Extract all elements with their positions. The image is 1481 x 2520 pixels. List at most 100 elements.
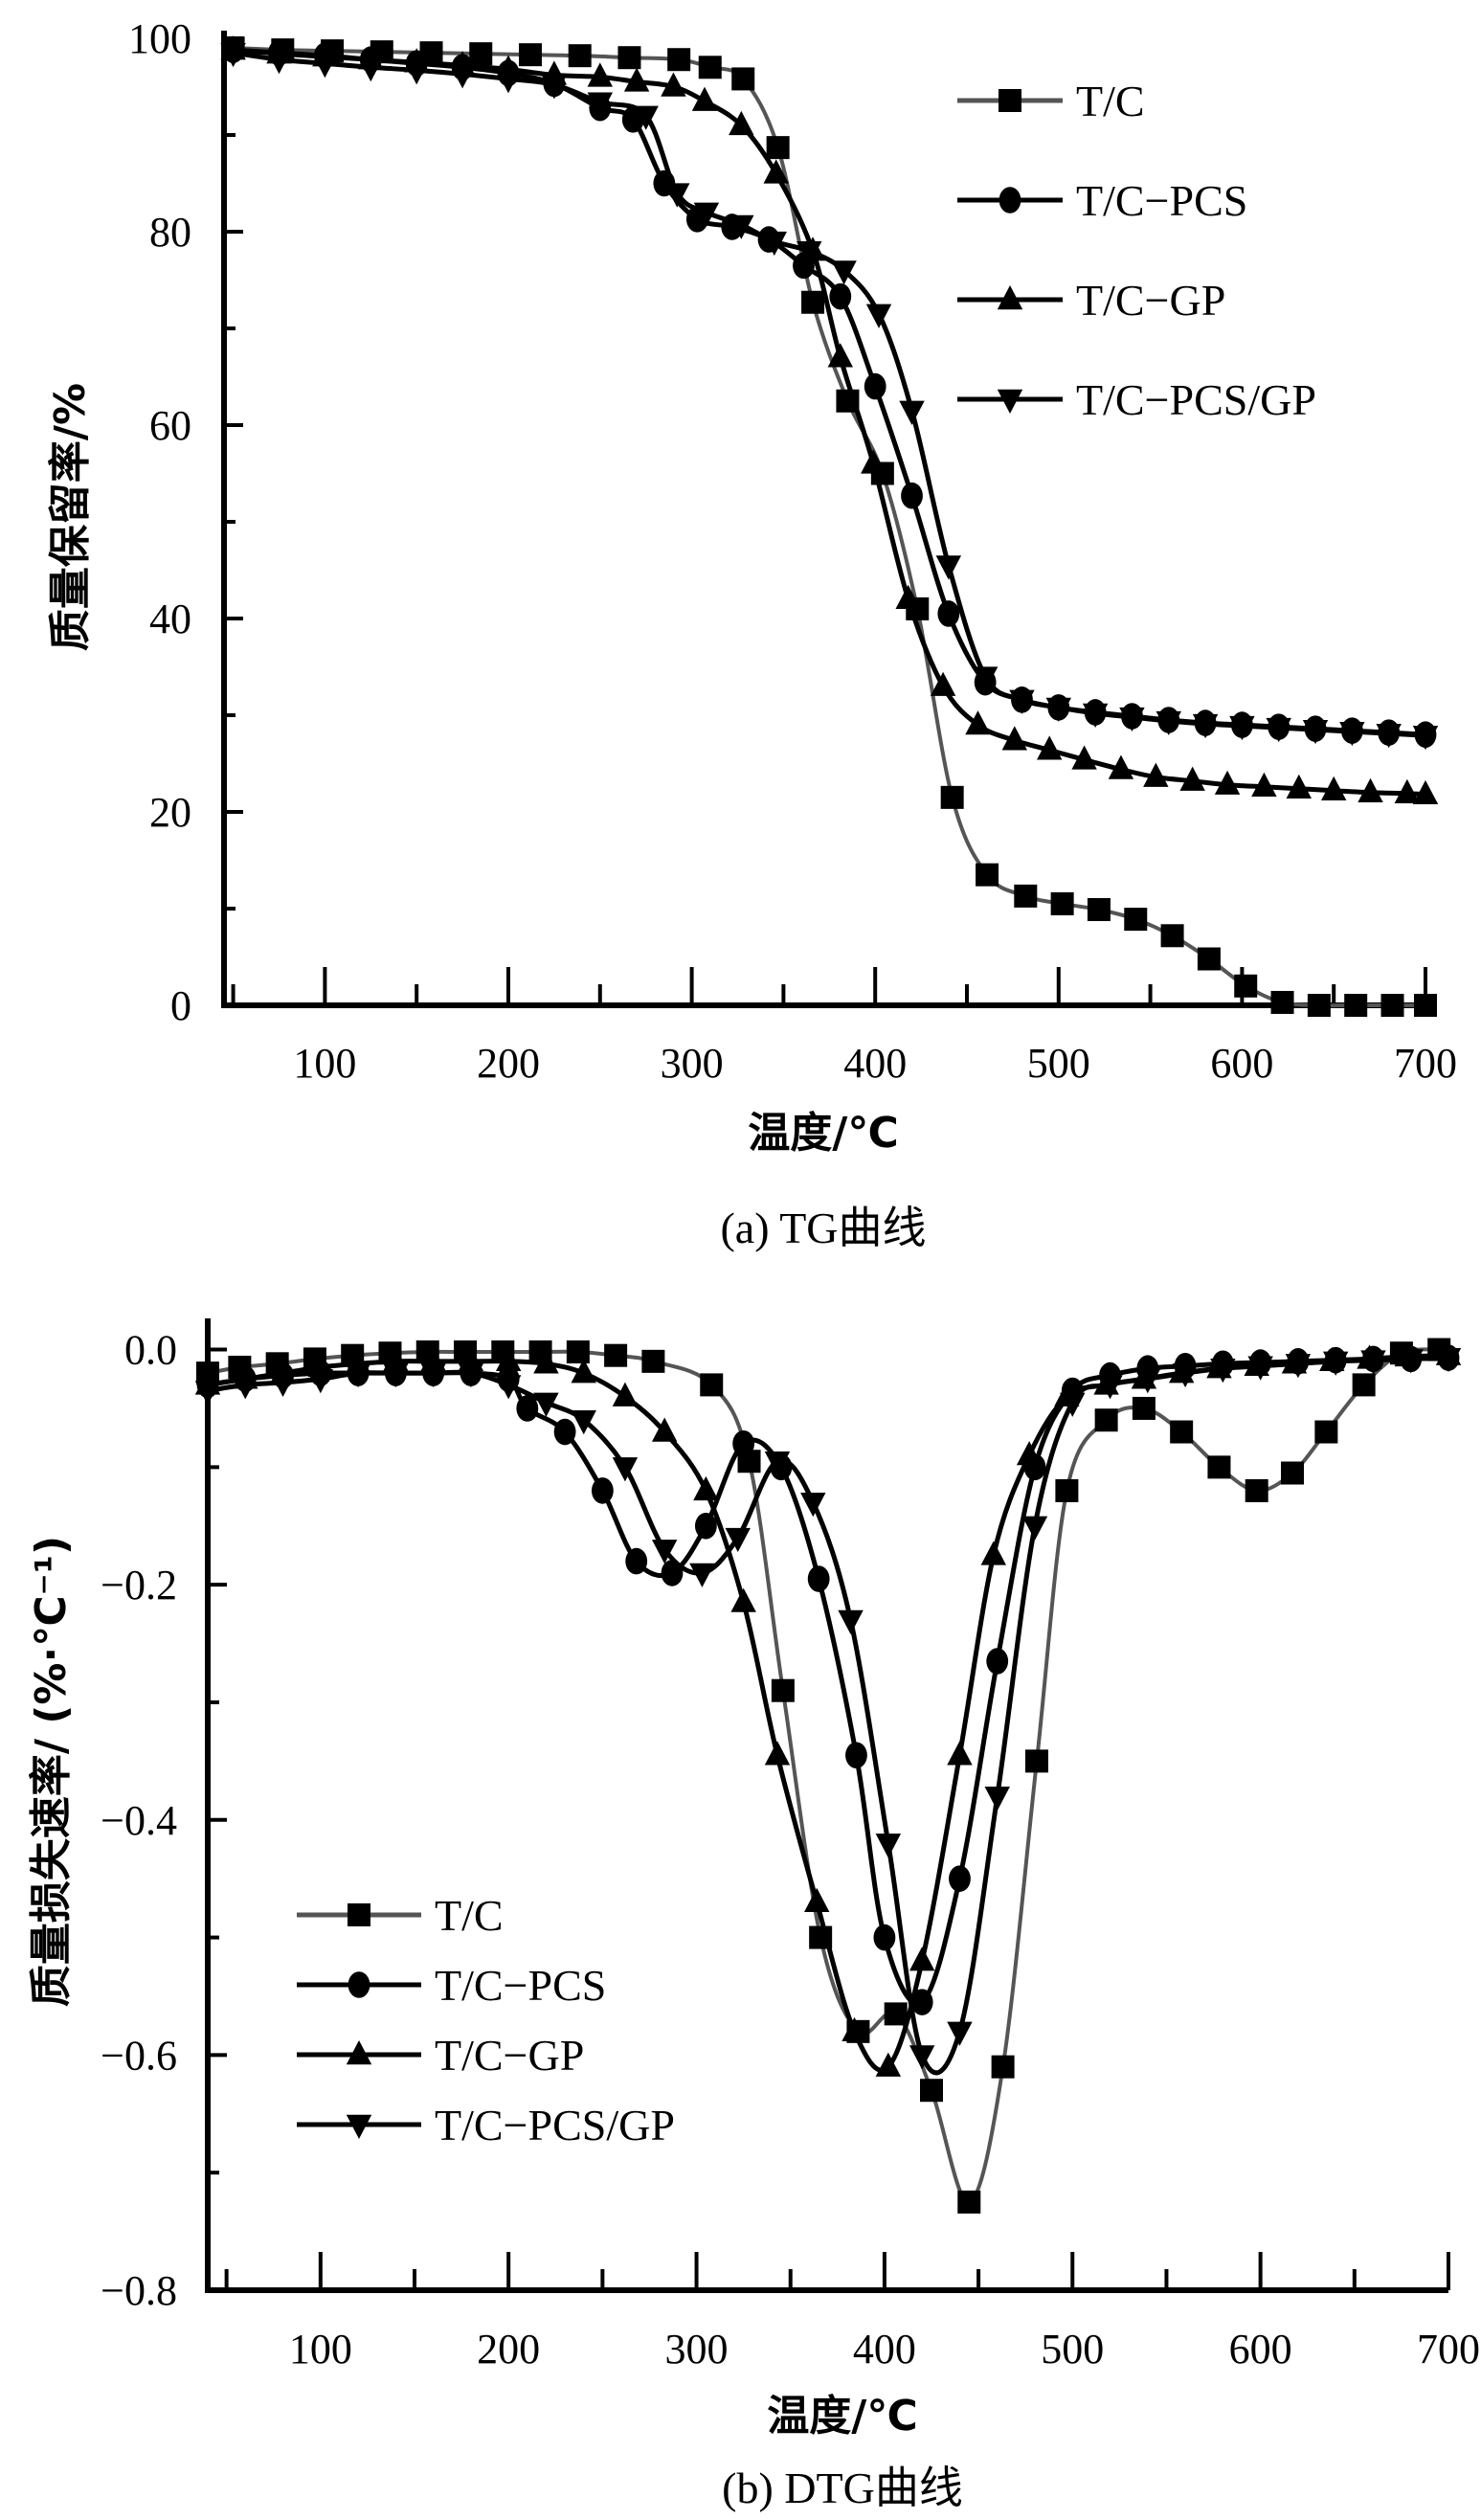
dtg-y-tick-label: 0.0 — [124, 1327, 177, 1374]
tg-x-tick-label: 100 — [293, 1040, 356, 1087]
tg-data-point — [1412, 726, 1439, 751]
dtg-data-point — [641, 1349, 665, 1373]
legend-marker — [346, 2114, 372, 2139]
tg-data-point — [1266, 717, 1291, 743]
dtg-data-point — [1314, 1420, 1338, 1444]
dtg-data-point — [1021, 1516, 1048, 1541]
dtg-data-point — [838, 1609, 864, 1635]
tg-data-point — [633, 105, 659, 130]
tg-data-point — [1229, 715, 1255, 741]
dtg-data-point — [1094, 1408, 1118, 1432]
dtg-data-point — [1360, 1350, 1386, 1375]
dtg-data-point — [571, 1359, 596, 1384]
dtg-data-point — [986, 1648, 1009, 1675]
dtg-data-point — [591, 1477, 614, 1504]
tg-data-point — [1143, 762, 1169, 787]
dtg-series-line — [207, 1347, 1440, 2204]
legend-marker — [999, 89, 1021, 112]
tg-data-point — [220, 42, 246, 68]
tg-data-point — [937, 600, 960, 627]
tg-chart: 质量保留率/% 温度/℃ (a) TG曲线 100 200 300 400 500 600… — [46, 15, 1457, 1252]
tg-data-point — [865, 304, 892, 328]
dtg-x-axis-title: 温度/℃ — [767, 2392, 917, 2441]
dtg-data-point — [884, 2002, 908, 2026]
dtg-data-point — [533, 1392, 559, 1417]
legend-marker — [346, 2040, 372, 2065]
tg-legend-item: T/C−GP — [957, 276, 1225, 325]
dtg-x-tick-label: 600 — [1229, 2326, 1292, 2373]
dtg-legend-item: T/C−GP — [297, 2031, 584, 2080]
tg-x-axis-title: 温度/℃ — [748, 1109, 898, 1158]
dtg-data-point — [800, 1493, 826, 1518]
tg-data-point — [976, 863, 999, 887]
tg-x-tick-label: 300 — [661, 1040, 724, 1087]
legend-label: T/C−PCS — [435, 1961, 606, 2010]
tg-data-point — [729, 214, 754, 239]
dtg-data-point — [1435, 1347, 1462, 1373]
tg-data-point — [1156, 710, 1181, 736]
legend-label: T/C — [435, 1891, 504, 1940]
tg-data-point — [899, 400, 925, 425]
legend-label: T/C−PCS/GP — [435, 2101, 675, 2149]
dtg-data-point — [1210, 1359, 1236, 1384]
tg-data-point — [829, 282, 852, 310]
dtg-data-point — [1281, 1461, 1305, 1485]
dtg-data-point — [1097, 1375, 1123, 1400]
dtg-data-point — [194, 1381, 221, 1406]
tg-data-point — [766, 136, 790, 160]
tg-data-point — [587, 62, 613, 87]
dtg-data-point — [1207, 1455, 1231, 1479]
legend-marker — [997, 389, 1023, 414]
dtg-data-point — [1024, 1749, 1048, 1773]
dtg-x-tick-label: 700 — [1417, 2326, 1480, 2373]
tg-data-point — [1009, 689, 1035, 714]
dtg-data-point — [566, 1340, 590, 1364]
tg-data-point — [1071, 745, 1097, 770]
tg-legend-item: T/C — [957, 77, 1145, 125]
legend-label: T/C−PCS/GP — [1076, 375, 1316, 424]
dtg-data-point — [1134, 1369, 1161, 1394]
dtg-data-point — [689, 1563, 715, 1587]
tg-data-point — [1344, 994, 1368, 1017]
dtg-data-point — [1398, 1349, 1424, 1374]
dtg-data-point — [725, 1527, 751, 1553]
legend-label: T/C−GP — [435, 2031, 584, 2080]
tg-y-tick-label: 60 — [149, 402, 191, 449]
legend-label: T/C−PCS — [1076, 176, 1247, 225]
tg-data-point — [541, 75, 568, 100]
dtg-series-t-c-pcs-gp — [194, 1347, 1462, 2076]
tg-data-point — [1320, 776, 1347, 800]
dtg-data-point — [651, 1417, 678, 1442]
tg-data-point — [449, 64, 476, 89]
dtg-x-tick-label: 100 — [289, 2326, 352, 2373]
dtg-data-point — [1352, 1373, 1376, 1397]
tg-data-point — [1394, 778, 1421, 804]
dtg-data-point — [651, 1540, 678, 1564]
dtg-data-point — [841, 2016, 867, 2042]
tg-data-point — [1045, 697, 1071, 722]
tg-data-point — [797, 241, 822, 266]
legend-marker — [348, 1971, 370, 1998]
dtg-data-point — [845, 1742, 867, 1769]
dtg-data-point — [920, 2079, 943, 2103]
tg-data-point — [1302, 719, 1329, 745]
legend-marker — [348, 1903, 370, 1926]
dtg-data-point — [693, 1475, 719, 1501]
tg-data-point — [1087, 898, 1111, 922]
tg-series-t-c-gp — [220, 35, 1439, 805]
dtg-data-point — [764, 1451, 791, 1476]
dtg-data-point — [533, 1349, 559, 1374]
tg-data-point — [693, 202, 720, 227]
dtg-data-point — [1245, 1478, 1268, 1502]
tg-data-point — [1339, 721, 1365, 747]
dtg-data-point — [694, 1512, 717, 1540]
dtg-series-line — [207, 1355, 1449, 2076]
tg-data-point — [266, 50, 292, 75]
tg-data-point — [568, 44, 592, 68]
dtg-data-point — [804, 1887, 830, 1912]
dtg-data-point — [420, 1362, 446, 1388]
dtg-data-point — [1132, 1396, 1156, 1420]
dtg-data-point — [947, 2021, 973, 2046]
tg-y-tick-label: 40 — [149, 596, 191, 642]
dtg-data-point — [984, 1787, 1010, 1811]
